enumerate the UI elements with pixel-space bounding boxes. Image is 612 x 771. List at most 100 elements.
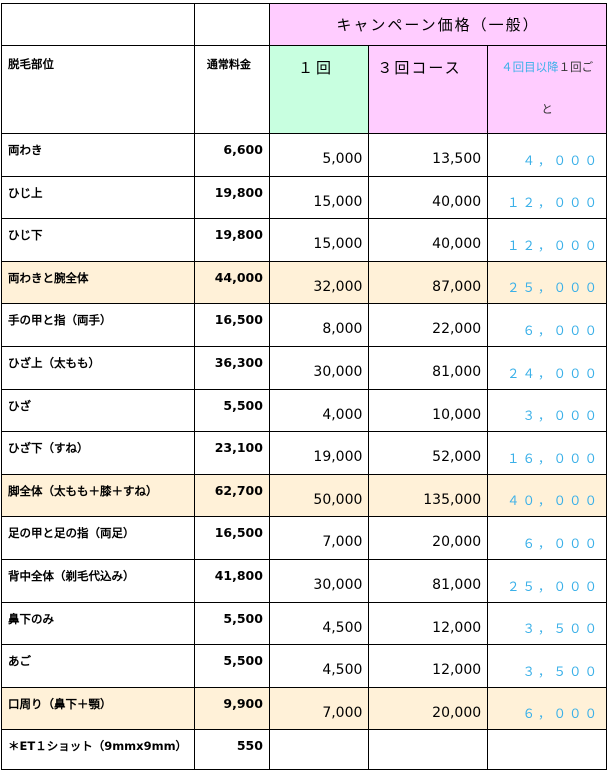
part-cell: 両わきと腕全体: [1, 261, 195, 304]
fourth-onward-price-cell: ６，０００: [487, 303, 607, 347]
table-row: 背中全体（剃毛代込み） 41,800 30,000 81,000 ２５，０００: [1, 559, 607, 603]
three-course-price-cell: 20,000: [368, 687, 489, 730]
part-cell: あご: [1, 644, 195, 688]
fourth-onward-price-cell: １６，０００: [487, 431, 607, 475]
campaign-title: キャンペーン価格（一般）: [268, 3, 608, 46]
table-row: 鼻下のみ 5,500 4,500 12,000 ３，５００: [1, 602, 607, 645]
three-course-price-cell: 10,000: [368, 389, 489, 432]
part-cell: 脚全体（太もも＋膝＋すね）: [1, 474, 195, 517]
once-price-cell: 15,000: [268, 218, 370, 262]
part-cell: ひじ下: [1, 218, 195, 262]
regular-price-cell: 5,500: [193, 602, 270, 645]
part-cell: ＊ET１ショット（9mmx9mm）: [1, 729, 195, 770]
once-price-cell: 15,000: [268, 176, 370, 219]
fourth-onward-price-cell: ３，０００: [487, 389, 607, 432]
table-row: ひじ下 19,800 15,000 40,000 １２，０００: [1, 218, 607, 262]
three-course-price-cell: 81,000: [368, 559, 489, 603]
table-row: 足の甲と足の指（両足） 16,500 7,000 20,000 ６，０００: [1, 516, 607, 560]
three-course-price-cell: 40,000: [368, 176, 489, 219]
fourth-onward-price-cell: ６，０００: [487, 687, 607, 730]
table-row: 手の甲と指（両手） 16,500 8,000 22,000 ６，０００: [1, 303, 607, 347]
table-row: 両わきと腕全体 44,000 32,000 87,000 ２５，０００: [1, 261, 607, 304]
table-row: ひざ 5,500 4,000 10,000 ３，０００: [1, 389, 607, 432]
once-price-cell: 7,000: [268, 687, 370, 730]
three-course-price-cell: 40,000: [368, 218, 489, 262]
part-column-header: 脱毛部位: [1, 45, 195, 134]
regular-price-cell: 16,500: [193, 303, 270, 347]
three-course-price-cell: 52,000: [368, 431, 489, 475]
three-course-price-cell: 22,000: [368, 303, 489, 347]
regular-price-column-header: 通常料金: [193, 45, 270, 134]
header-row-columns: 脱毛部位 通常料金 １回 ３回コース ４回目以降１回ごと: [1, 45, 607, 134]
header-row-top: キャンペーン価格（一般）: [1, 3, 608, 46]
fourth-onward-price-cell: １２，０００: [487, 218, 607, 262]
header-blank-1: [1, 3, 195, 46]
table-row: あご 5,500 4,500 12,000 ３，５００: [1, 644, 607, 688]
fourth-onward-price-cell: ２４，０００: [487, 346, 607, 390]
part-cell: 手の甲と指（両手）: [1, 303, 195, 347]
fourth-onward-price-cell: ３，５００: [487, 602, 607, 645]
regular-price-cell: 62,700: [193, 474, 270, 517]
three-course-price-cell: 87,000: [368, 261, 489, 304]
three-course-column-header: ３回コース: [368, 45, 489, 134]
price-table: キャンペーン価格（一般） 脱毛部位 通常料金 １回 ３回コース ４回目以降１回ご…: [1, 3, 608, 770]
once-price-cell: 4,000: [268, 389, 370, 432]
regular-price-cell: 23,100: [193, 431, 270, 475]
regular-price-cell: 550: [193, 729, 270, 770]
fourth-onward-label-b: １回ご: [558, 60, 594, 74]
fourth-onward-column-header: ４回目以降１回ごと: [487, 45, 607, 134]
once-price-cell: 30,000: [268, 346, 370, 390]
part-cell: ひじ上: [1, 176, 195, 219]
once-price-cell: 8,000: [268, 303, 370, 347]
once-price-cell: [268, 729, 370, 770]
table-row: ひざ下（すね） 23,100 19,000 52,000 １６，０００: [1, 431, 607, 475]
regular-price-cell: 44,000: [193, 261, 270, 304]
regular-price-cell: 19,800: [193, 176, 270, 219]
regular-price-cell: 19,800: [193, 218, 270, 262]
once-price-cell: 7,000: [268, 516, 370, 560]
fourth-onward-label-a: ４回目以降: [501, 60, 559, 74]
regular-price-cell: 9,900: [193, 687, 270, 730]
three-course-price-cell: 81,000: [368, 346, 489, 390]
table-row: 口周り（鼻下＋顎） 9,900 7,000 20,000 ６，０００: [1, 687, 607, 730]
three-course-price-cell: 13,500: [368, 133, 489, 177]
header-blank-2: [193, 3, 270, 46]
fourth-onward-price-cell: ２５，０００: [487, 261, 607, 304]
three-course-price-cell: [368, 729, 489, 770]
once-price-cell: 32,000: [268, 261, 370, 304]
part-cell: ひざ下（すね）: [1, 431, 195, 475]
fourth-onward-label-c: と: [541, 102, 553, 116]
fourth-onward-price-cell: ６，０００: [487, 516, 607, 560]
table-row: ＊ET１ショット（9mmx9mm） 550: [1, 729, 607, 770]
once-price-cell: 4,500: [268, 644, 370, 688]
part-cell: 口周り（鼻下＋顎）: [1, 687, 195, 730]
part-cell: ひざ上（太もも）: [1, 346, 195, 390]
three-course-price-cell: 135,000: [368, 474, 489, 517]
part-cell: 背中全体（剃毛代込み）: [1, 559, 195, 603]
once-price-cell: 50,000: [268, 474, 370, 517]
fourth-onward-price-cell: ４，０００: [487, 133, 607, 177]
regular-price-cell: 5,500: [193, 389, 270, 432]
part-cell: ひざ: [1, 389, 195, 432]
three-course-price-cell: 20,000: [368, 516, 489, 560]
fourth-onward-price-cell: ２５，０００: [487, 559, 607, 603]
fourth-onward-price-cell: [487, 729, 607, 770]
regular-price-cell: 36,300: [193, 346, 270, 390]
regular-price-cell: 41,800: [193, 559, 270, 603]
fourth-onward-price-cell: ４０，０００: [487, 474, 607, 517]
three-course-price-cell: 12,000: [368, 602, 489, 645]
fourth-onward-price-cell: １２，０００: [487, 176, 607, 219]
regular-price-cell: 16,500: [193, 516, 270, 560]
part-cell: 鼻下のみ: [1, 602, 195, 645]
table-row: ひじ上 19,800 15,000 40,000 １２，０００: [1, 176, 607, 219]
table-row: 両わき 6,600 5,000 13,500 ４，０００: [1, 133, 607, 177]
regular-price-cell: 5,500: [193, 644, 270, 688]
once-price-cell: 19,000: [268, 431, 370, 475]
table-row: 脚全体（太もも＋膝＋すね） 62,700 50,000 135,000 ４０，０００: [1, 474, 607, 517]
part-cell: 足の甲と足の指（両足）: [1, 516, 195, 560]
fourth-onward-price-cell: ３，５００: [487, 644, 607, 688]
table-row: ひざ上（太もも） 36,300 30,000 81,000 ２４，０００: [1, 346, 607, 390]
part-cell: 両わき: [1, 133, 195, 177]
once-price-cell: 5,000: [268, 133, 370, 177]
once-price-cell: 4,500: [268, 602, 370, 645]
